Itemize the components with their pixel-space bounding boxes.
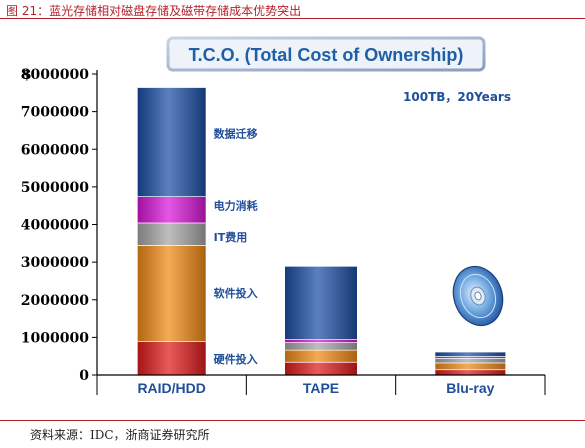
segment-labels: 硬件投入 软件投入 IT费用 电力消耗 数据迁移 (214, 127, 258, 366)
bar-segment-shading (435, 351, 506, 357)
bar-segment-shading (285, 361, 357, 375)
chart-title: T.C.O. (Total Cost of Ownership) (189, 45, 464, 65)
y-tick-label: 0 (79, 368, 89, 384)
y-tick-label: 7000000 (21, 105, 89, 121)
y-tick-label: 4000000 (21, 218, 89, 234)
segment-label: IT费用 (214, 230, 248, 244)
x-category-label: Blu-ray (446, 380, 494, 396)
source-rule (0, 420, 585, 421)
bar-segment-shading (137, 196, 206, 223)
y-axis: 8000000 7000000 6000000 5000000 4000000 30000… (21, 67, 98, 384)
y-tick-label: 8000000 (21, 67, 89, 83)
bar-segment-shading (435, 358, 506, 363)
y-unit-prefix: $ (22, 67, 32, 83)
bar-segment-shading (137, 341, 206, 375)
title-rule (0, 18, 585, 19)
stacked-bars (137, 86, 506, 375)
segment-label: 电力消耗 (214, 198, 258, 212)
y-tick-label: 1000000 (21, 330, 89, 346)
y-tick-label: 6000000 (21, 142, 89, 158)
y-tick-label: 3000000 (21, 255, 89, 271)
bar-segment-shading (435, 362, 506, 370)
segment-label: 数据迁移 (214, 127, 258, 141)
chart-annotation: 100TB，20Years (403, 90, 511, 104)
bar-segment-shading (435, 369, 506, 375)
x-category-label: TAPE (303, 380, 339, 396)
bar-segment-shading (285, 342, 357, 350)
source-note: 资料来源：IDC，浙商证券研究所 (30, 428, 210, 442)
bar-segment-shading (137, 222, 206, 246)
tco-chart: T.C.O. (Total Cost of Ownership) 100TB，2… (21, 36, 546, 396)
x-category-label: RAID/HDD (137, 380, 205, 396)
bar-segment-shading (285, 349, 357, 362)
segment-label: 硬件投入 (214, 352, 258, 366)
x-axis: RAID/HDD TAPE Blu-ray (96, 374, 546, 396)
blu-ray-disc-icon (452, 265, 504, 327)
y-tick-label: 2000000 (21, 293, 89, 309)
figure-title: 图 21：蓝光存储相对磁盘存储及磁带存储成本优势突出 (6, 4, 302, 18)
chart-title-frame (166, 36, 486, 72)
bar-segment-shading (137, 87, 206, 197)
y-tick-label: 5000000 (21, 180, 89, 196)
bar-segment-shading (137, 245, 206, 342)
bar-segment-shading (285, 265, 357, 340)
segment-label: 软件投入 (214, 286, 258, 300)
bar-segment-shading (285, 339, 357, 343)
bar-segment-shading (435, 356, 506, 359)
